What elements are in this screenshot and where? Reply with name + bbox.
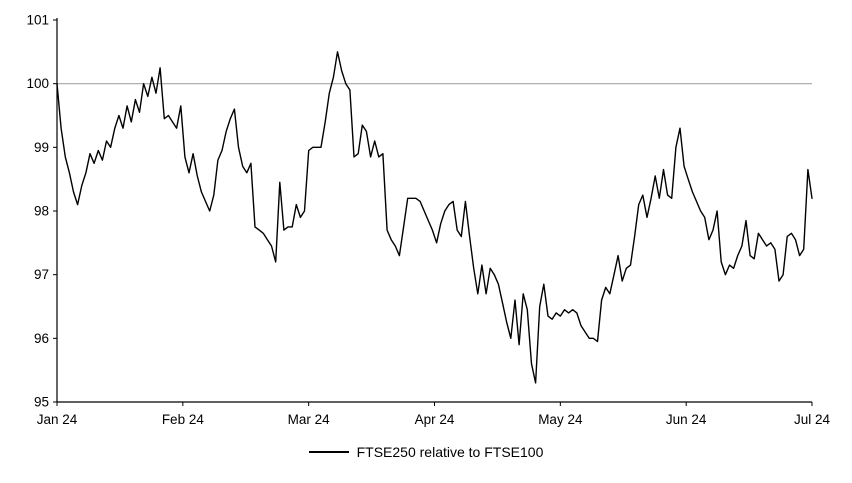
- y-tick-label: 95: [34, 395, 49, 410]
- x-tick-label: Jun 24: [666, 412, 707, 427]
- y-tick-label: 98: [34, 204, 49, 219]
- x-tick-label: May 24: [538, 412, 583, 427]
- series-line-ftse250: [56, 51, 813, 384]
- y-tick-label: 97: [34, 267, 49, 282]
- chart-legend: FTSE250 relative to FTSE100: [0, 444, 852, 460]
- y-tick-label: 99: [34, 140, 49, 155]
- x-tick-label: Jul 24: [794, 412, 831, 427]
- y-tick-label: 100: [26, 76, 49, 91]
- legend-line-icon: [308, 451, 349, 453]
- y-tick-label: 101: [26, 13, 49, 28]
- x-tick-label: Jan 24: [37, 412, 78, 427]
- x-tick-label: Mar 24: [288, 412, 331, 427]
- chart-canvas: 95 96 97 98 99 100 101 Jan 24 Feb 24 Mar 24 Apr 24…: [26, 13, 831, 428]
- x-tick-label: Feb 24: [162, 412, 205, 427]
- x-tick-label: Apr 24: [415, 412, 455, 427]
- legend-label: FTSE250 relative to FTSE100: [356, 444, 544, 460]
- y-tick-label: 96: [34, 331, 49, 346]
